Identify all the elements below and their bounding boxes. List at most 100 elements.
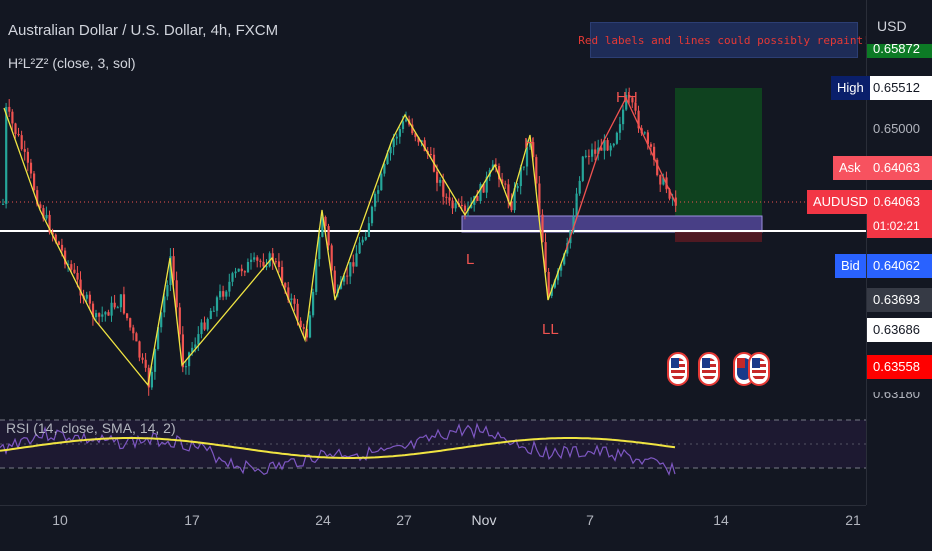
candle-body <box>566 243 569 254</box>
candle-body <box>339 281 343 289</box>
candle-body <box>305 328 308 338</box>
candle-body <box>250 259 253 262</box>
time-tick: 17 <box>184 512 200 528</box>
candle-body <box>308 315 312 338</box>
candle-body <box>618 124 622 133</box>
time-tick: 10 <box>52 512 68 528</box>
candle-body <box>101 314 104 317</box>
candle-body <box>519 167 522 187</box>
level-c-label: 0.63558 <box>867 355 932 379</box>
candle-body <box>57 241 60 245</box>
candle-body <box>575 193 578 217</box>
level-a-label: 0.63693 <box>867 288 932 312</box>
candle-body <box>234 271 237 274</box>
time-tick: 14 <box>713 512 729 528</box>
candle-body <box>352 262 355 267</box>
candle-body <box>135 333 138 342</box>
candle-body <box>107 312 110 316</box>
candle-body <box>591 149 594 157</box>
candle-body <box>321 216 324 237</box>
candle-body <box>395 136 398 139</box>
us-flag-icon[interactable] <box>698 352 720 386</box>
candle-body <box>439 179 442 183</box>
countdown-label: 01:02:21 <box>867 214 932 238</box>
indicator-label[interactable]: H²L²Z² (close, 3, sol) <box>8 55 136 71</box>
repaint-warning: Red labels and lines could possibly repa… <box>578 22 870 58</box>
candle-body <box>516 186 519 189</box>
candle-body <box>253 257 256 260</box>
candle-body <box>634 102 637 111</box>
candle-body <box>358 242 361 254</box>
us-flag-icon[interactable] <box>667 352 689 386</box>
candle-body <box>594 149 597 154</box>
candle-body <box>398 129 401 137</box>
price-axis[interactable]: USD 0.65872 0.65512 0.65000 0.64063 0.64… <box>866 0 932 505</box>
candle-body <box>560 264 563 271</box>
candle-body <box>104 312 107 315</box>
candle-body <box>405 119 408 122</box>
candle-body <box>178 307 181 335</box>
candle-body <box>327 226 330 246</box>
currency-label: USD <box>877 18 907 34</box>
candle-body <box>45 214 48 219</box>
candle-body <box>494 164 498 167</box>
candle-body <box>659 175 662 185</box>
candle-body <box>113 302 116 308</box>
rsi-label[interactable]: RSI (14, close, SMA, 14, 2) <box>6 420 176 436</box>
candle-body <box>587 155 591 157</box>
candle-body <box>470 204 473 208</box>
candle-body <box>600 147 603 151</box>
candle-body <box>141 357 144 360</box>
candle-body <box>8 106 11 112</box>
candle-body <box>609 145 612 151</box>
candle-body <box>209 310 212 320</box>
candle-body <box>246 261 250 273</box>
candle-body <box>370 206 374 224</box>
candle-body <box>73 269 76 273</box>
candle-body <box>315 259 318 292</box>
candle-body <box>625 95 628 110</box>
candle-body <box>11 111 14 124</box>
candle-body <box>563 253 566 265</box>
candle-body <box>259 260 262 262</box>
candle-body <box>628 95 631 98</box>
time-axis[interactable] <box>0 505 866 551</box>
candle-body <box>64 250 67 265</box>
candle-body <box>274 261 277 263</box>
price-chart[interactable]: HH H L LL <box>0 0 866 505</box>
candle-body <box>668 189 671 199</box>
rsi-ma-line <box>0 437 676 459</box>
candle-body <box>544 242 547 272</box>
candle-body <box>538 183 541 215</box>
candle-body <box>191 347 194 353</box>
candle-body <box>367 223 370 237</box>
us-flag-icon[interactable] <box>748 352 770 386</box>
candle-body <box>237 268 240 272</box>
candle-body <box>17 133 20 136</box>
candle-body <box>228 281 231 292</box>
candle-body <box>343 275 346 282</box>
candle-body <box>420 140 423 143</box>
zigzag-line <box>3 107 567 387</box>
symbol-title[interactable]: Australian Dollar / U.S. Dollar, 4h, FXC… <box>8 22 279 39</box>
candle-body <box>296 303 299 321</box>
candle-body <box>401 121 405 130</box>
candle-body <box>525 146 529 167</box>
target-zone[interactable] <box>675 88 762 216</box>
stop-zone[interactable] <box>675 232 762 242</box>
candle-body <box>110 302 113 316</box>
candle-body <box>510 201 513 211</box>
candle-body <box>203 322 206 330</box>
candle-body <box>219 291 222 298</box>
candle-body <box>14 123 17 134</box>
candle-body <box>460 204 463 206</box>
time-tick: 21 <box>845 512 861 528</box>
candle-body <box>287 287 290 300</box>
candle-body <box>522 166 525 168</box>
candle-body <box>448 197 451 201</box>
entry-zone[interactable] <box>462 216 762 232</box>
level-b-label: 0.63686 <box>867 318 932 342</box>
candle-body <box>485 176 488 193</box>
time-tick: 7 <box>586 512 594 528</box>
bid-price-label: 0.64062 <box>867 254 932 278</box>
